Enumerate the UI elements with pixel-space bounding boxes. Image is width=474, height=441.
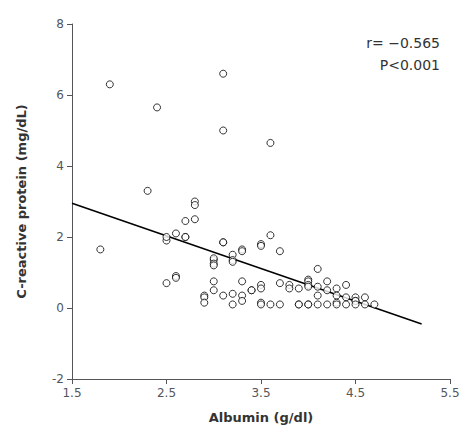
svg-text:2.5: 2.5 <box>157 386 176 400</box>
svg-text:Albumin (g/dl): Albumin (g/dl) <box>209 410 314 425</box>
svg-text:8: 8 <box>56 17 64 31</box>
svg-text:4.5: 4.5 <box>346 386 365 400</box>
svg-text:2: 2 <box>56 230 64 244</box>
svg-text:-2: -2 <box>52 372 64 386</box>
svg-text:6: 6 <box>56 88 64 102</box>
svg-text:4: 4 <box>56 159 64 173</box>
svg-text:P<0.001: P<0.001 <box>380 57 440 73</box>
svg-text:r= −0.565: r= −0.565 <box>366 35 440 51</box>
svg-text:1.5: 1.5 <box>62 386 81 400</box>
svg-text:0: 0 <box>56 301 64 315</box>
svg-text:C-reactive protein (mg/dL): C-reactive protein (mg/dL) <box>14 104 29 298</box>
svg-text:5.5: 5.5 <box>440 386 459 400</box>
svg-text:3.5: 3.5 <box>251 386 270 400</box>
